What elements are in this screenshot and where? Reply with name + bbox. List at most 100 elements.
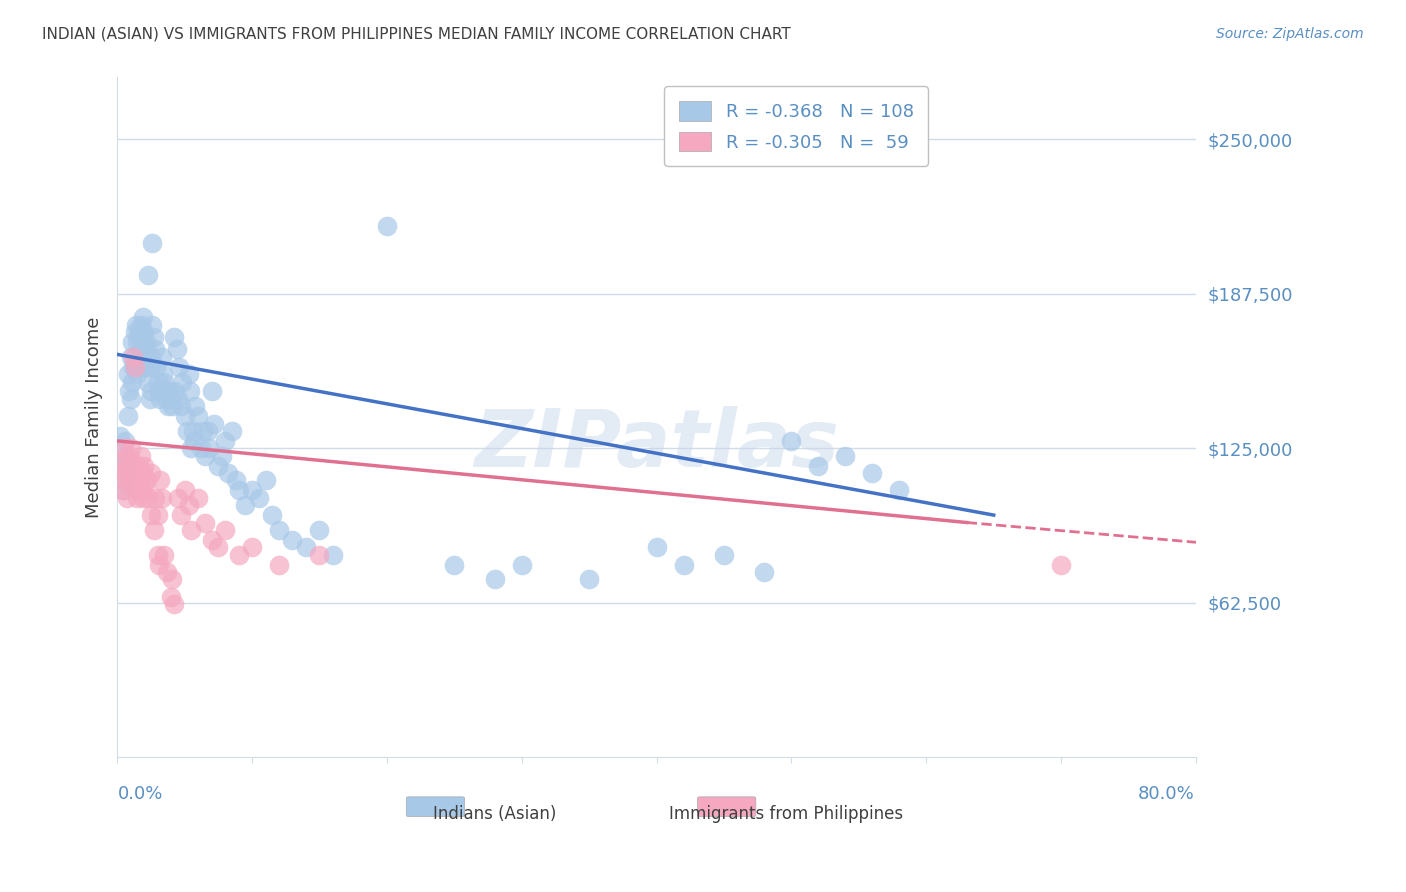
- Point: [127, 491, 149, 505]
- Point: [214, 434, 236, 448]
- Point: [145, 359, 167, 374]
- Point: [322, 548, 344, 562]
- Point: [247, 491, 270, 505]
- Point: [108, 453, 131, 467]
- Point: [132, 310, 155, 325]
- Point: [169, 508, 191, 522]
- Point: [146, 548, 169, 562]
- Point: [807, 458, 830, 473]
- Point: [117, 367, 139, 381]
- Point: [117, 409, 139, 424]
- Point: [139, 350, 162, 364]
- Point: [173, 409, 195, 424]
- Point: [124, 359, 146, 374]
- Point: [228, 483, 250, 498]
- Point: [142, 330, 165, 344]
- Point: [148, 558, 170, 572]
- Point: [187, 491, 209, 505]
- Point: [120, 392, 142, 406]
- Point: [139, 508, 162, 522]
- Point: [110, 458, 132, 473]
- Point: [111, 483, 134, 498]
- Point: [153, 375, 176, 389]
- Point: [114, 466, 136, 480]
- Point: [121, 334, 143, 349]
- Text: Immigrants from Philippines: Immigrants from Philippines: [669, 805, 903, 823]
- Point: [163, 330, 186, 344]
- Point: [125, 350, 148, 364]
- Point: [134, 359, 156, 374]
- Y-axis label: Median Family Income: Median Family Income: [86, 317, 103, 518]
- Point: [125, 483, 148, 498]
- Point: [146, 375, 169, 389]
- Point: [194, 516, 217, 530]
- Point: [180, 523, 202, 537]
- Point: [166, 343, 188, 357]
- Point: [295, 540, 318, 554]
- Point: [134, 334, 156, 349]
- Point: [131, 318, 153, 332]
- Point: [308, 523, 330, 537]
- Point: [217, 466, 239, 480]
- Point: [214, 523, 236, 537]
- Point: [225, 474, 247, 488]
- Point: [131, 343, 153, 357]
- Point: [267, 558, 290, 572]
- Point: [132, 466, 155, 480]
- Point: [112, 442, 135, 456]
- Point: [111, 483, 134, 498]
- Point: [672, 558, 695, 572]
- Point: [162, 399, 184, 413]
- Point: [228, 548, 250, 562]
- Text: 80.0%: 80.0%: [1137, 785, 1195, 803]
- Point: [149, 392, 172, 406]
- Point: [162, 573, 184, 587]
- Point: [124, 325, 146, 339]
- Point: [121, 375, 143, 389]
- Point: [443, 558, 465, 572]
- Point: [122, 466, 145, 480]
- Point: [132, 491, 155, 505]
- Point: [197, 424, 219, 438]
- Legend: R = -0.368   N = 108, R = -0.305   N =  59: R = -0.368 N = 108, R = -0.305 N = 59: [664, 87, 928, 166]
- Point: [129, 325, 152, 339]
- Point: [183, 434, 205, 448]
- Point: [262, 508, 284, 522]
- Point: [163, 597, 186, 611]
- Point: [200, 533, 222, 547]
- Point: [375, 219, 398, 233]
- Point: [128, 359, 150, 374]
- Point: [122, 359, 145, 374]
- Point: [510, 558, 533, 572]
- Point: [194, 449, 217, 463]
- Point: [134, 350, 156, 364]
- Point: [184, 399, 207, 413]
- Point: [267, 523, 290, 537]
- Point: [131, 483, 153, 498]
- Point: [177, 367, 200, 381]
- Point: [170, 375, 193, 389]
- Point: [240, 483, 263, 498]
- Point: [134, 325, 156, 339]
- Point: [118, 384, 141, 399]
- Point: [121, 453, 143, 467]
- Point: [135, 375, 157, 389]
- Point: [127, 334, 149, 349]
- Point: [889, 483, 911, 498]
- Point: [160, 590, 183, 604]
- Point: [146, 508, 169, 522]
- Point: [834, 449, 856, 463]
- Point: [1050, 558, 1073, 572]
- Point: [180, 442, 202, 456]
- Point: [155, 384, 177, 399]
- Point: [233, 498, 256, 512]
- Point: [141, 236, 163, 251]
- Point: [167, 392, 190, 406]
- Point: [207, 540, 229, 554]
- Point: [860, 466, 883, 480]
- Point: [127, 367, 149, 381]
- Point: [138, 392, 160, 406]
- Point: [114, 434, 136, 448]
- Point: [112, 474, 135, 488]
- Point: [179, 384, 201, 399]
